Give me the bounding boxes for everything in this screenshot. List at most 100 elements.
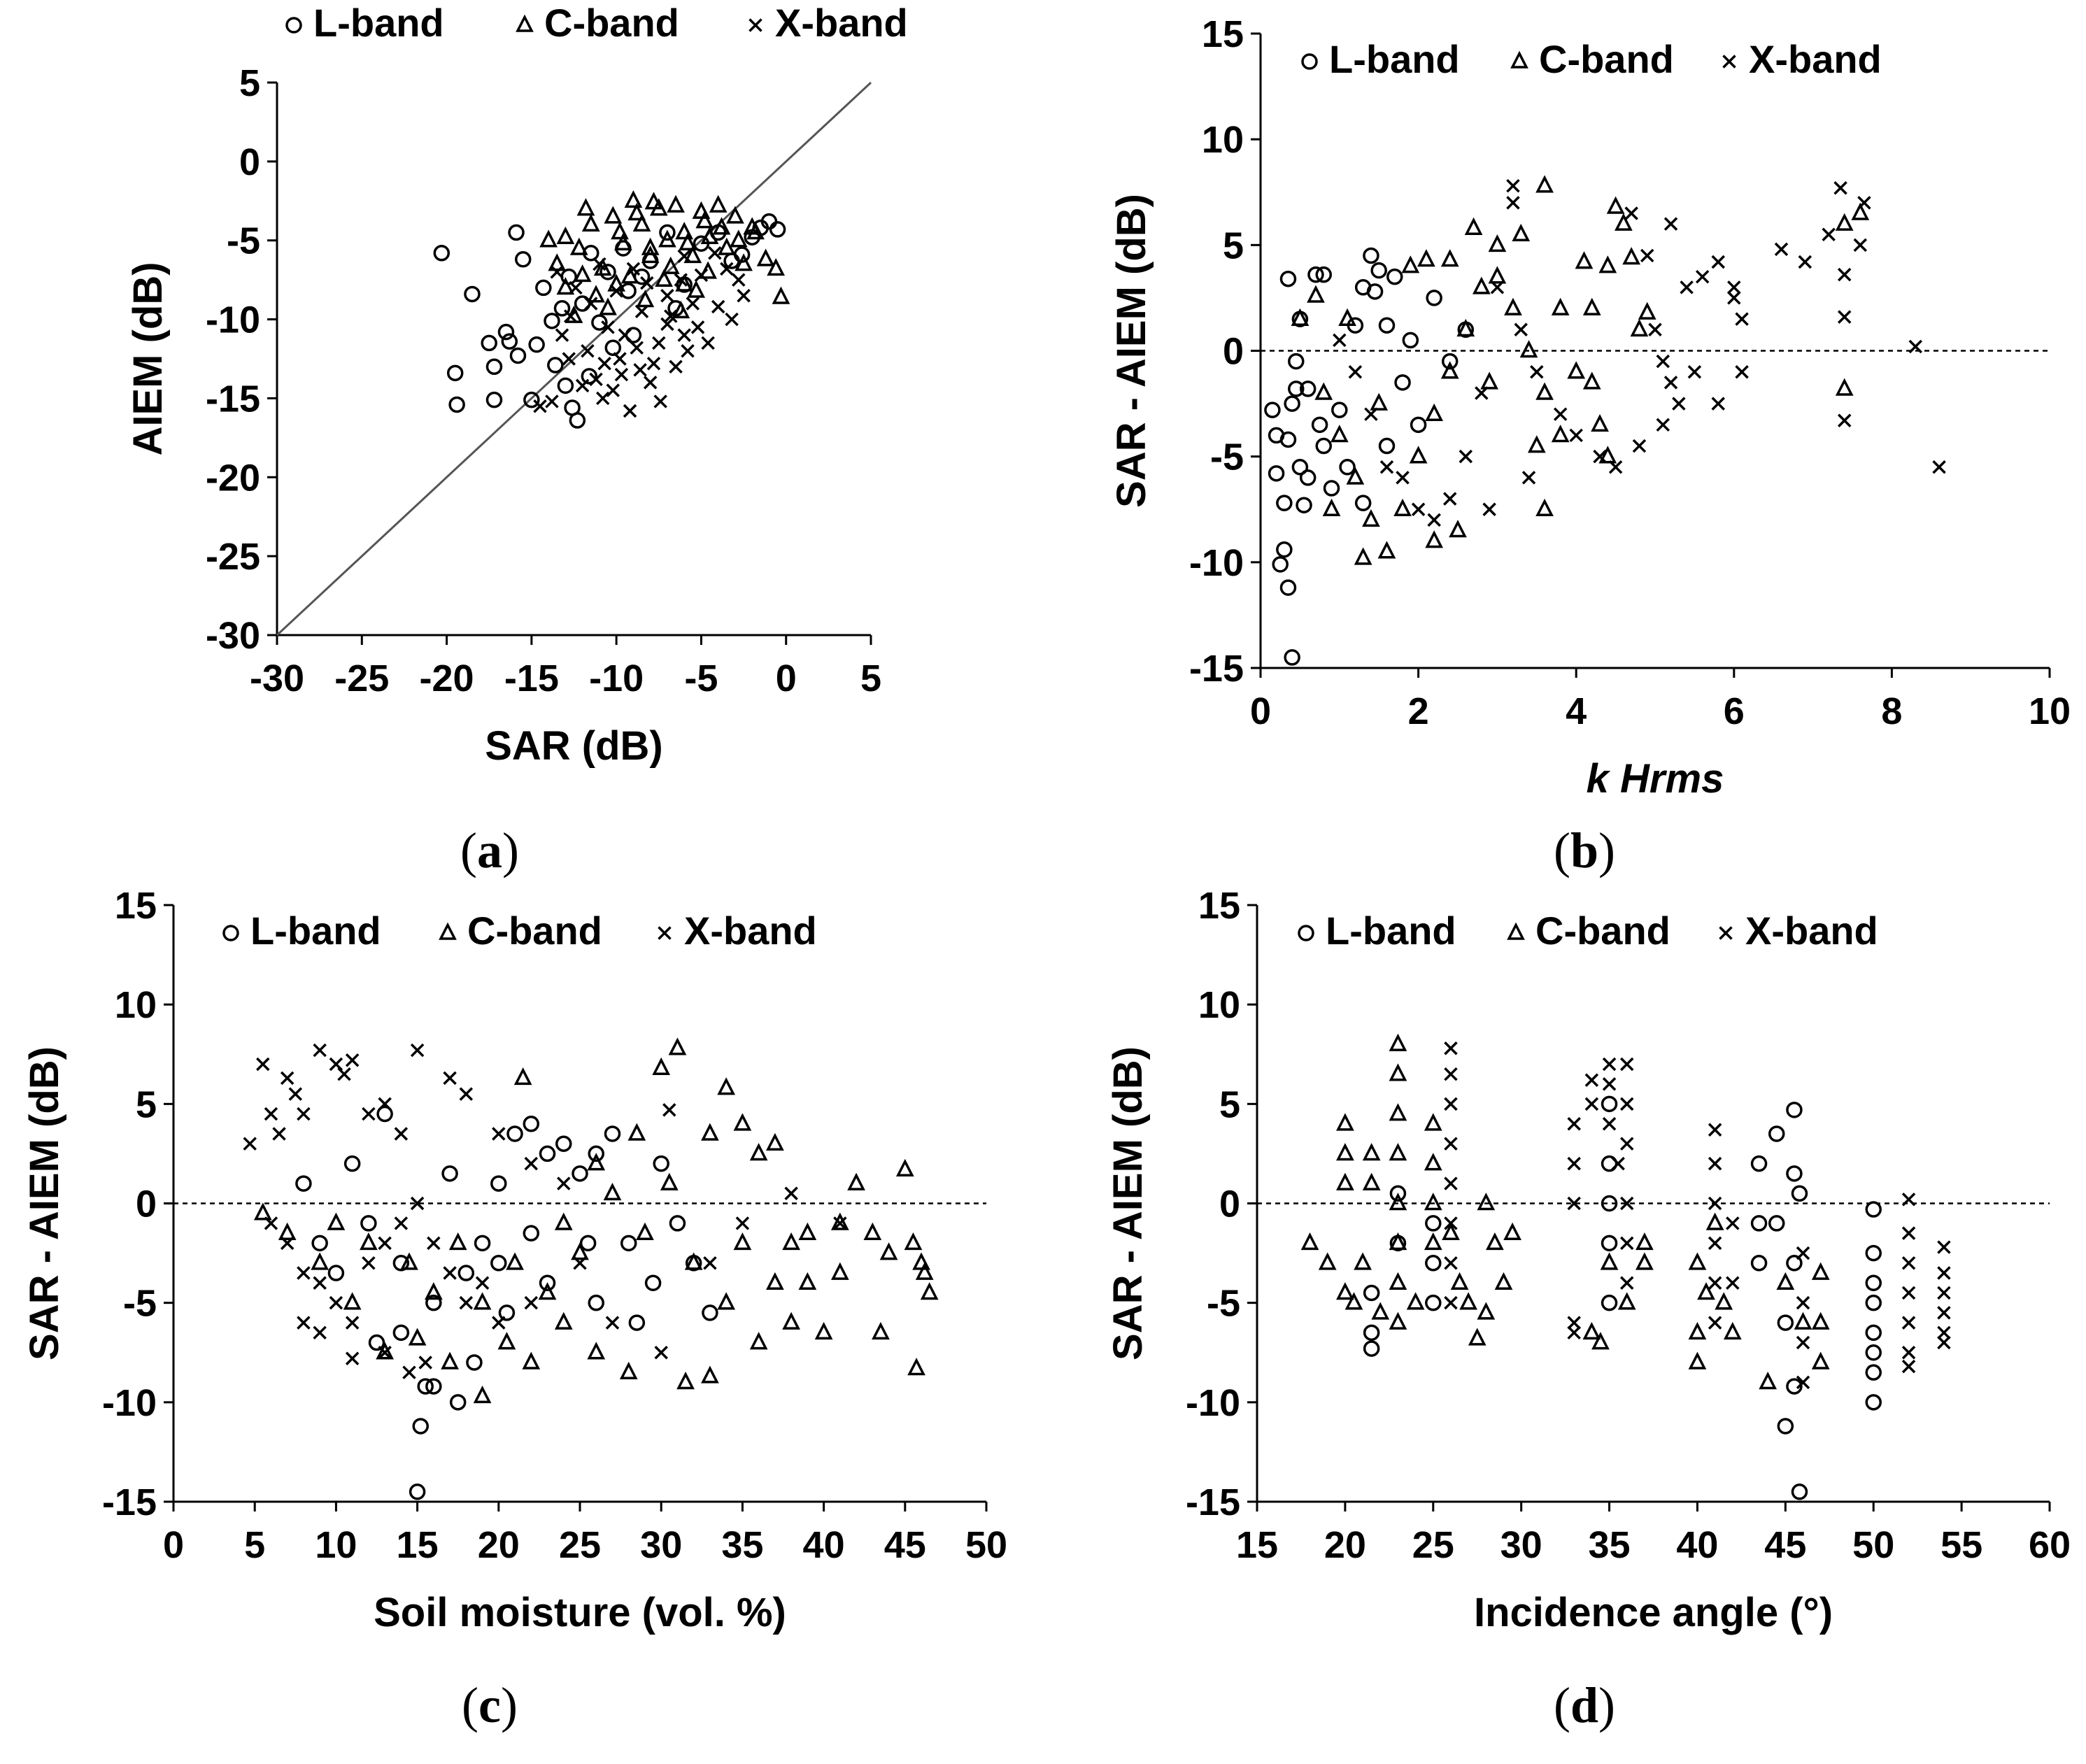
data-point bbox=[660, 317, 674, 332]
data-point bbox=[1680, 280, 1694, 294]
data-point bbox=[1711, 255, 1725, 269]
data-point bbox=[595, 391, 610, 406]
data-point bbox=[264, 1107, 278, 1121]
data-point bbox=[1584, 1073, 1599, 1087]
data-point bbox=[1708, 1236, 1722, 1251]
x-tick-label: 30 bbox=[1500, 1524, 1542, 1566]
data-point bbox=[1338, 308, 1356, 326]
data-point bbox=[604, 339, 622, 356]
legend-entry: L-band bbox=[1329, 37, 1460, 81]
data-point bbox=[725, 312, 739, 327]
series-x-band bbox=[243, 1043, 847, 1379]
data-point bbox=[522, 1351, 541, 1370]
data-point bbox=[749, 1332, 768, 1350]
data-point bbox=[280, 1071, 295, 1086]
data-point bbox=[474, 1235, 491, 1252]
data-point bbox=[589, 372, 603, 387]
data-point bbox=[1411, 502, 1426, 516]
y-tick-label: -10 bbox=[1189, 542, 1244, 584]
data-point bbox=[1389, 1033, 1407, 1051]
legend-marker bbox=[1719, 926, 1733, 940]
data-point bbox=[1444, 1067, 1458, 1081]
data-point bbox=[1853, 238, 1868, 252]
data-point bbox=[1601, 1294, 1618, 1311]
data-point bbox=[690, 320, 705, 334]
y-tick-label: 0 bbox=[1219, 1183, 1240, 1225]
legend-entry: X-band bbox=[1745, 909, 1878, 953]
data-point bbox=[243, 1137, 257, 1151]
data-point bbox=[1901, 1316, 1916, 1330]
data-point bbox=[425, 1294, 442, 1311]
data-point bbox=[297, 1266, 311, 1280]
data-point bbox=[653, 394, 667, 408]
data-point bbox=[1322, 498, 1341, 517]
data-point bbox=[1723, 1321, 1742, 1340]
data-point bbox=[1410, 416, 1427, 434]
data-point bbox=[1786, 1165, 1803, 1182]
data-point bbox=[581, 343, 595, 358]
data-point bbox=[1901, 1193, 1916, 1207]
legend-marker bbox=[1722, 55, 1736, 69]
data-point bbox=[329, 1057, 343, 1072]
data-point bbox=[1901, 1226, 1916, 1240]
data-point bbox=[746, 222, 765, 240]
data-point bbox=[1708, 1196, 1722, 1211]
data-point bbox=[523, 391, 540, 408]
data-point bbox=[1364, 407, 1378, 421]
data-point bbox=[280, 1236, 295, 1251]
data-point bbox=[433, 245, 450, 262]
data-point bbox=[1389, 1311, 1407, 1330]
data-point bbox=[1440, 249, 1459, 267]
data-point bbox=[473, 1385, 492, 1404]
x-axis-label: Incidence angle (°) bbox=[1474, 1590, 1833, 1635]
data-point bbox=[1444, 1137, 1458, 1151]
legend: L-band C-band X-band bbox=[1301, 37, 1882, 81]
data-point bbox=[1726, 1276, 1740, 1290]
data-point bbox=[1794, 1311, 1812, 1330]
data-point bbox=[569, 412, 586, 429]
data-point bbox=[1776, 1272, 1795, 1290]
data-point bbox=[1344, 1292, 1363, 1310]
x-tick-label: 25 bbox=[559, 1524, 601, 1566]
data-point bbox=[1288, 380, 1305, 397]
data-point bbox=[674, 273, 688, 287]
data-point bbox=[593, 258, 612, 276]
data-point bbox=[1822, 227, 1836, 241]
series-c-band bbox=[1291, 175, 1870, 565]
data-point bbox=[907, 1358, 925, 1376]
data-point bbox=[1336, 1282, 1354, 1300]
data-point bbox=[1490, 280, 1505, 294]
data-point bbox=[1468, 1328, 1487, 1346]
data-point bbox=[784, 1186, 798, 1201]
data-point bbox=[1619, 1097, 1634, 1111]
data-point bbox=[524, 1156, 539, 1171]
data-point bbox=[575, 378, 590, 393]
series-l-band bbox=[1363, 1095, 1882, 1500]
data-point bbox=[1619, 1137, 1634, 1151]
data-point bbox=[1768, 1215, 1785, 1232]
data-point bbox=[1567, 361, 1586, 379]
data-point bbox=[1567, 1196, 1581, 1211]
data-point bbox=[545, 394, 559, 408]
data-point bbox=[1759, 1372, 1778, 1390]
data-point bbox=[1389, 1272, 1407, 1290]
data-point bbox=[1602, 1077, 1617, 1091]
legend-marker bbox=[748, 18, 762, 32]
y-tick-label: 5 bbox=[1223, 225, 1244, 266]
data-point bbox=[1482, 502, 1496, 516]
data-point bbox=[1354, 547, 1372, 565]
one-to-one-line bbox=[276, 81, 872, 636]
data-point bbox=[895, 1158, 914, 1176]
data-point bbox=[492, 1316, 506, 1330]
x-tick-label: 15 bbox=[397, 1524, 439, 1566]
data-point bbox=[412, 1418, 429, 1435]
data-point bbox=[709, 194, 728, 213]
data-point bbox=[1687, 364, 1702, 379]
data-point bbox=[576, 198, 595, 216]
data-point bbox=[554, 1311, 573, 1330]
data-point bbox=[798, 1272, 817, 1290]
data-point bbox=[669, 1215, 686, 1232]
data-point bbox=[1937, 1240, 1951, 1254]
data-point bbox=[1459, 1292, 1477, 1310]
